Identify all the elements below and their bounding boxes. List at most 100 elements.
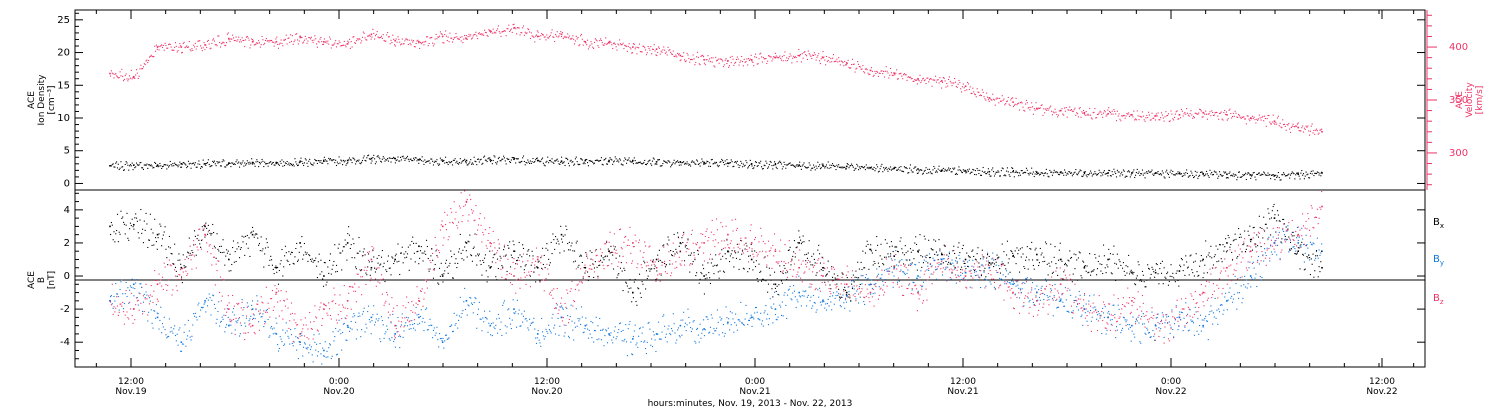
velocity-sample [1132, 116, 1134, 118]
by-sample [361, 313, 364, 315]
velocity-sample [1160, 117, 1162, 119]
velocity-sample [372, 28, 374, 30]
velocity-sample [1231, 117, 1233, 119]
velocity-sample [1017, 102, 1019, 105]
ion-density-sample [1268, 174, 1270, 176]
bz-sample [881, 269, 883, 271]
velocity-sample [458, 38, 460, 40]
ion-density-sample [767, 167, 769, 169]
time-tick-label: 12:00 [950, 377, 976, 387]
ion-density-sample [425, 161, 428, 163]
bz-sample [153, 290, 155, 292]
ion-density-sample [1077, 174, 1079, 176]
bz-sample [492, 230, 494, 232]
ion-density-sample [781, 168, 783, 170]
bz-sample [915, 288, 918, 290]
ion-density-sample [754, 165, 756, 167]
bz-sample [340, 310, 342, 313]
ion-density-sample [975, 174, 977, 176]
ion-density-sample [203, 163, 205, 165]
velocity-sample [927, 77, 929, 79]
bz-sample [1068, 279, 1070, 281]
ion-density-sample [1226, 177, 1228, 179]
ion-density-sample [828, 167, 830, 169]
bz-sample [1062, 292, 1064, 295]
velocity-sample [638, 43, 641, 45]
velocity-sample [516, 27, 518, 29]
ion-density-sample [1029, 172, 1031, 174]
velocity-sample [404, 40, 406, 42]
bz-sample [635, 240, 637, 242]
ion-density-sample [196, 166, 198, 168]
bz-sample [1024, 297, 1026, 299]
ion-density-sample [553, 162, 555, 164]
ion-density-sample [939, 169, 941, 171]
velocity-sample [581, 38, 583, 40]
velocity-sample [669, 49, 671, 51]
velocity-sample [539, 38, 541, 40]
ion-density-sample [237, 162, 239, 164]
velocity-sample [585, 42, 587, 44]
bz-sample [611, 263, 613, 265]
ion-density-point [845, 165, 848, 168]
bz-sample [932, 273, 934, 275]
velocity-sample [792, 57, 794, 59]
ion-density-sample [680, 164, 682, 166]
ion-density-sample [1011, 167, 1013, 169]
velocity-sample [1304, 128, 1306, 130]
bz-sample [731, 219, 733, 221]
velocity-sample [370, 38, 372, 40]
ion-density-sample [944, 168, 946, 170]
velocity-sample [1201, 116, 1203, 118]
velocity-sample [1160, 112, 1163, 114]
ion-density-sample [1313, 175, 1315, 177]
bz-sample [1019, 289, 1021, 291]
velocity-sample [272, 41, 274, 43]
velocity-sample [546, 34, 548, 36]
velocity-sample [1015, 97, 1017, 99]
by-sample [203, 303, 205, 305]
ion-density-sample [574, 163, 576, 165]
bz-sample [240, 307, 242, 309]
bz-sample [1058, 296, 1060, 298]
velocity-sample [496, 28, 499, 30]
bz-sample [922, 300, 925, 302]
bz-sample [693, 254, 695, 256]
bz-sample [251, 309, 253, 311]
ion-density-sample [420, 160, 422, 162]
ion-density-sample [1193, 176, 1195, 179]
by-sample [182, 343, 184, 345]
ion-density-sample [1305, 171, 1307, 173]
ion-density-sample [1122, 174, 1124, 176]
velocity-sample [1089, 114, 1092, 116]
ion-density-sample [989, 175, 991, 177]
bz-point [798, 266, 800, 269]
ion-density-sample [330, 159, 332, 161]
ion-density-sample [723, 164, 725, 166]
ion-density-sample [470, 159, 472, 161]
ion-density-sample [431, 158, 433, 160]
ion-density-sample [159, 162, 161, 165]
ion-density-sample [1105, 173, 1107, 175]
velocity-sample [652, 48, 654, 50]
ion-density-sample [377, 155, 379, 157]
by-sample [158, 328, 160, 330]
bz-sample [1035, 296, 1037, 298]
velocity-sample [806, 58, 808, 61]
by-point [441, 341, 444, 343]
ion-density-sample [1054, 171, 1056, 173]
by-sample [304, 343, 306, 345]
ion-density-sample [804, 165, 806, 168]
velocity-sample [465, 35, 467, 37]
ion-density-sample [966, 171, 968, 173]
velocity-sample [833, 61, 835, 63]
by-sample [130, 286, 132, 288]
velocity-sample [888, 77, 890, 79]
ion-density-sample [581, 159, 583, 161]
bz-sample [253, 331, 255, 333]
ion-density-sample [817, 161, 819, 163]
ion-density-sample [393, 156, 395, 158]
by-point [394, 333, 396, 335]
velocity-sample [188, 40, 190, 43]
velocity-sample [482, 33, 484, 35]
